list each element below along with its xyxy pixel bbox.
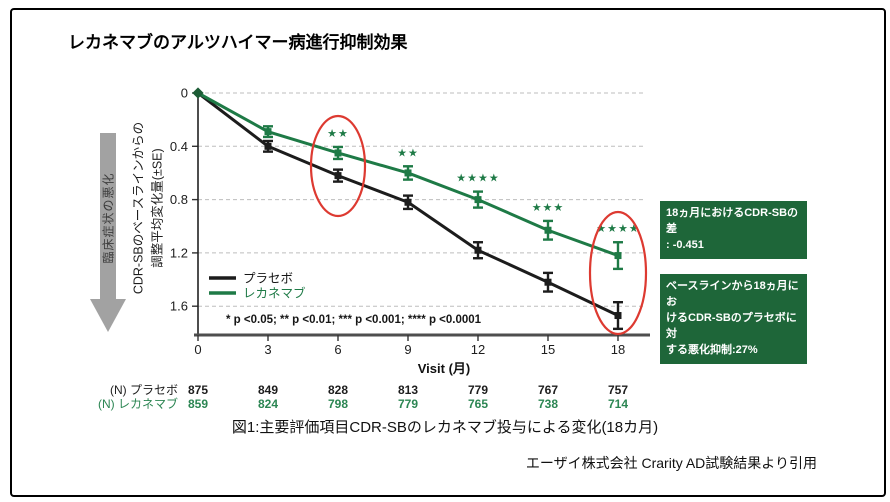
n-value: 849	[258, 383, 278, 397]
figure-frame	[10, 8, 886, 497]
y-tick-label: 0	[181, 86, 188, 101]
lecanemab-data-marker	[404, 169, 412, 177]
n-value: 824	[258, 397, 278, 411]
y-tick-label: 0.4	[170, 139, 188, 154]
annotation-box-difference: 18ヵ月におけるCDR-SBの差 : -0.451	[660, 201, 807, 259]
legend-label-placebo: プラセボ	[243, 272, 293, 286]
y-tick-label: 1.2	[170, 245, 188, 260]
n-value: 757	[608, 383, 628, 397]
placebo-data-marker	[264, 142, 272, 150]
highlight-ellipse-month-18	[588, 210, 648, 336]
figure-title: レカネマブのアルツハイマー病進行抑制効果	[68, 33, 408, 52]
highlight-ellipse-month-6	[309, 114, 367, 218]
n-row-label: (N) プラセボ	[110, 383, 178, 397]
arrow-head-icon	[90, 299, 126, 332]
figure-caption: 図1:主要評価項目CDR-SBのレカネマブ投与による変化(18カ月)	[231, 419, 659, 436]
n-value: 779	[468, 383, 488, 397]
n-value: 813	[398, 383, 418, 397]
significance-stars-month-12: ★★★★	[456, 173, 499, 185]
placebo-data-marker	[334, 172, 342, 180]
n-value: 798	[328, 397, 348, 411]
x-tick-label: 18	[611, 342, 625, 357]
x-tick-label: 6	[334, 342, 341, 357]
n-row-label: (N) レカネマブ	[98, 396, 178, 411]
n-value: 779	[398, 397, 418, 411]
significance-stars-month-6: ★★	[327, 128, 349, 140]
n-value: 875	[188, 383, 208, 397]
clinical-worsening-arrow	[90, 133, 126, 333]
x-tick-label: 3	[264, 342, 271, 357]
lecanemab-data-marker	[334, 149, 342, 157]
placebo-data-marker	[404, 198, 412, 206]
annotation-box-slowing: ベースラインから18ヵ月にお けるCDR-SBのプラセボに対 する悪化抑制:27…	[660, 274, 807, 364]
source-attribution: エーザイ株式会社 Crarity AD試験結果より引用	[525, 455, 817, 471]
significance-stars-month-9: ★★	[397, 147, 419, 159]
lecanemab-data-marker	[474, 196, 482, 204]
significance-stars-month-15: ★★★	[532, 202, 565, 214]
x-tick-label: 12	[471, 342, 485, 357]
n-value: 828	[328, 383, 348, 397]
n-value: 859	[188, 397, 208, 411]
lecanemab-data-marker	[544, 226, 552, 234]
lecanemab-data-marker	[264, 128, 272, 136]
n-value: 714	[608, 397, 628, 411]
n-value: 767	[538, 383, 558, 397]
x-tick-label: 9	[404, 342, 411, 357]
placebo-data-marker	[544, 278, 552, 286]
y-tick-label: 1.6	[170, 299, 188, 314]
legend-label-lecanemab: レカネマブ	[243, 286, 306, 301]
x-tick-label: 15	[541, 342, 555, 357]
x-tick-label: 0	[194, 342, 201, 357]
n-value: 738	[538, 397, 558, 411]
placebo-data-marker	[614, 312, 622, 320]
y-tick-label: 0.8	[170, 192, 188, 207]
n-value: 765	[468, 397, 488, 411]
p-value-note: * p <0.05; ** p <0.01; *** p <0.001; ***…	[226, 314, 482, 326]
placebo-data-marker	[474, 246, 482, 254]
arrow-shaft	[100, 133, 116, 300]
x-axis-title: Visit (月)	[418, 361, 471, 376]
significance-stars-month-18: ★★★★	[596, 223, 639, 235]
lecanemab-data-marker	[614, 252, 622, 260]
